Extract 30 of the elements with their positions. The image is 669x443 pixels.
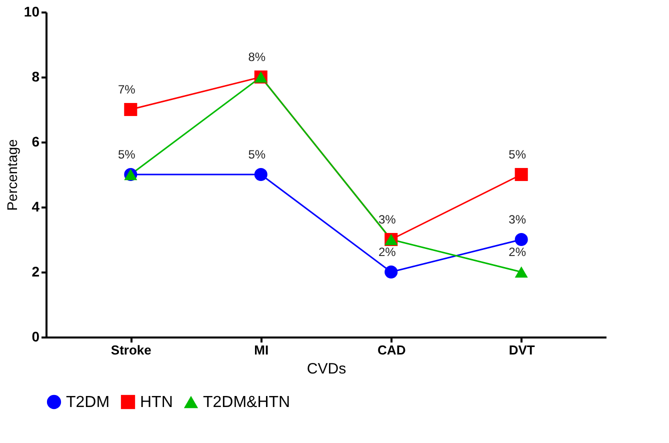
x-tick-label: DVT (508, 342, 535, 358)
data-label: 2% (508, 245, 526, 259)
data-label: 5% (248, 148, 266, 162)
point (514, 232, 528, 246)
data-label: 3% (378, 212, 396, 226)
y-tick-label: 6 (32, 134, 40, 150)
point (514, 168, 528, 182)
y-tick-label: 10 (24, 4, 40, 20)
legend-label: T2DM (66, 394, 110, 411)
data-label: 2% (378, 245, 396, 259)
point (124, 102, 138, 116)
y-tick-label: 2 (32, 264, 40, 280)
point (514, 266, 528, 278)
y-tick-label: 0 (32, 328, 40, 344)
x-tick-label: CAD (378, 342, 406, 358)
data-label: 7% (118, 82, 136, 96)
data-label: 5% (118, 148, 136, 162)
y-axis-title: Percentage (4, 138, 20, 211)
point (384, 265, 398, 279)
y-tick-label: 8 (32, 68, 40, 84)
x-tick-label: Stroke (110, 342, 152, 358)
x-tick-label: MI (254, 342, 269, 358)
data-label: 5% (508, 148, 526, 162)
legend-label: HTN (140, 394, 173, 411)
legend-label: T2DM&HTN (203, 394, 290, 411)
y-tick-label: 4 (32, 198, 40, 214)
data-label: 3% (508, 212, 526, 226)
point (254, 168, 268, 182)
data-label: 8% (248, 50, 266, 64)
x-axis-title: CVDs (306, 360, 346, 378)
